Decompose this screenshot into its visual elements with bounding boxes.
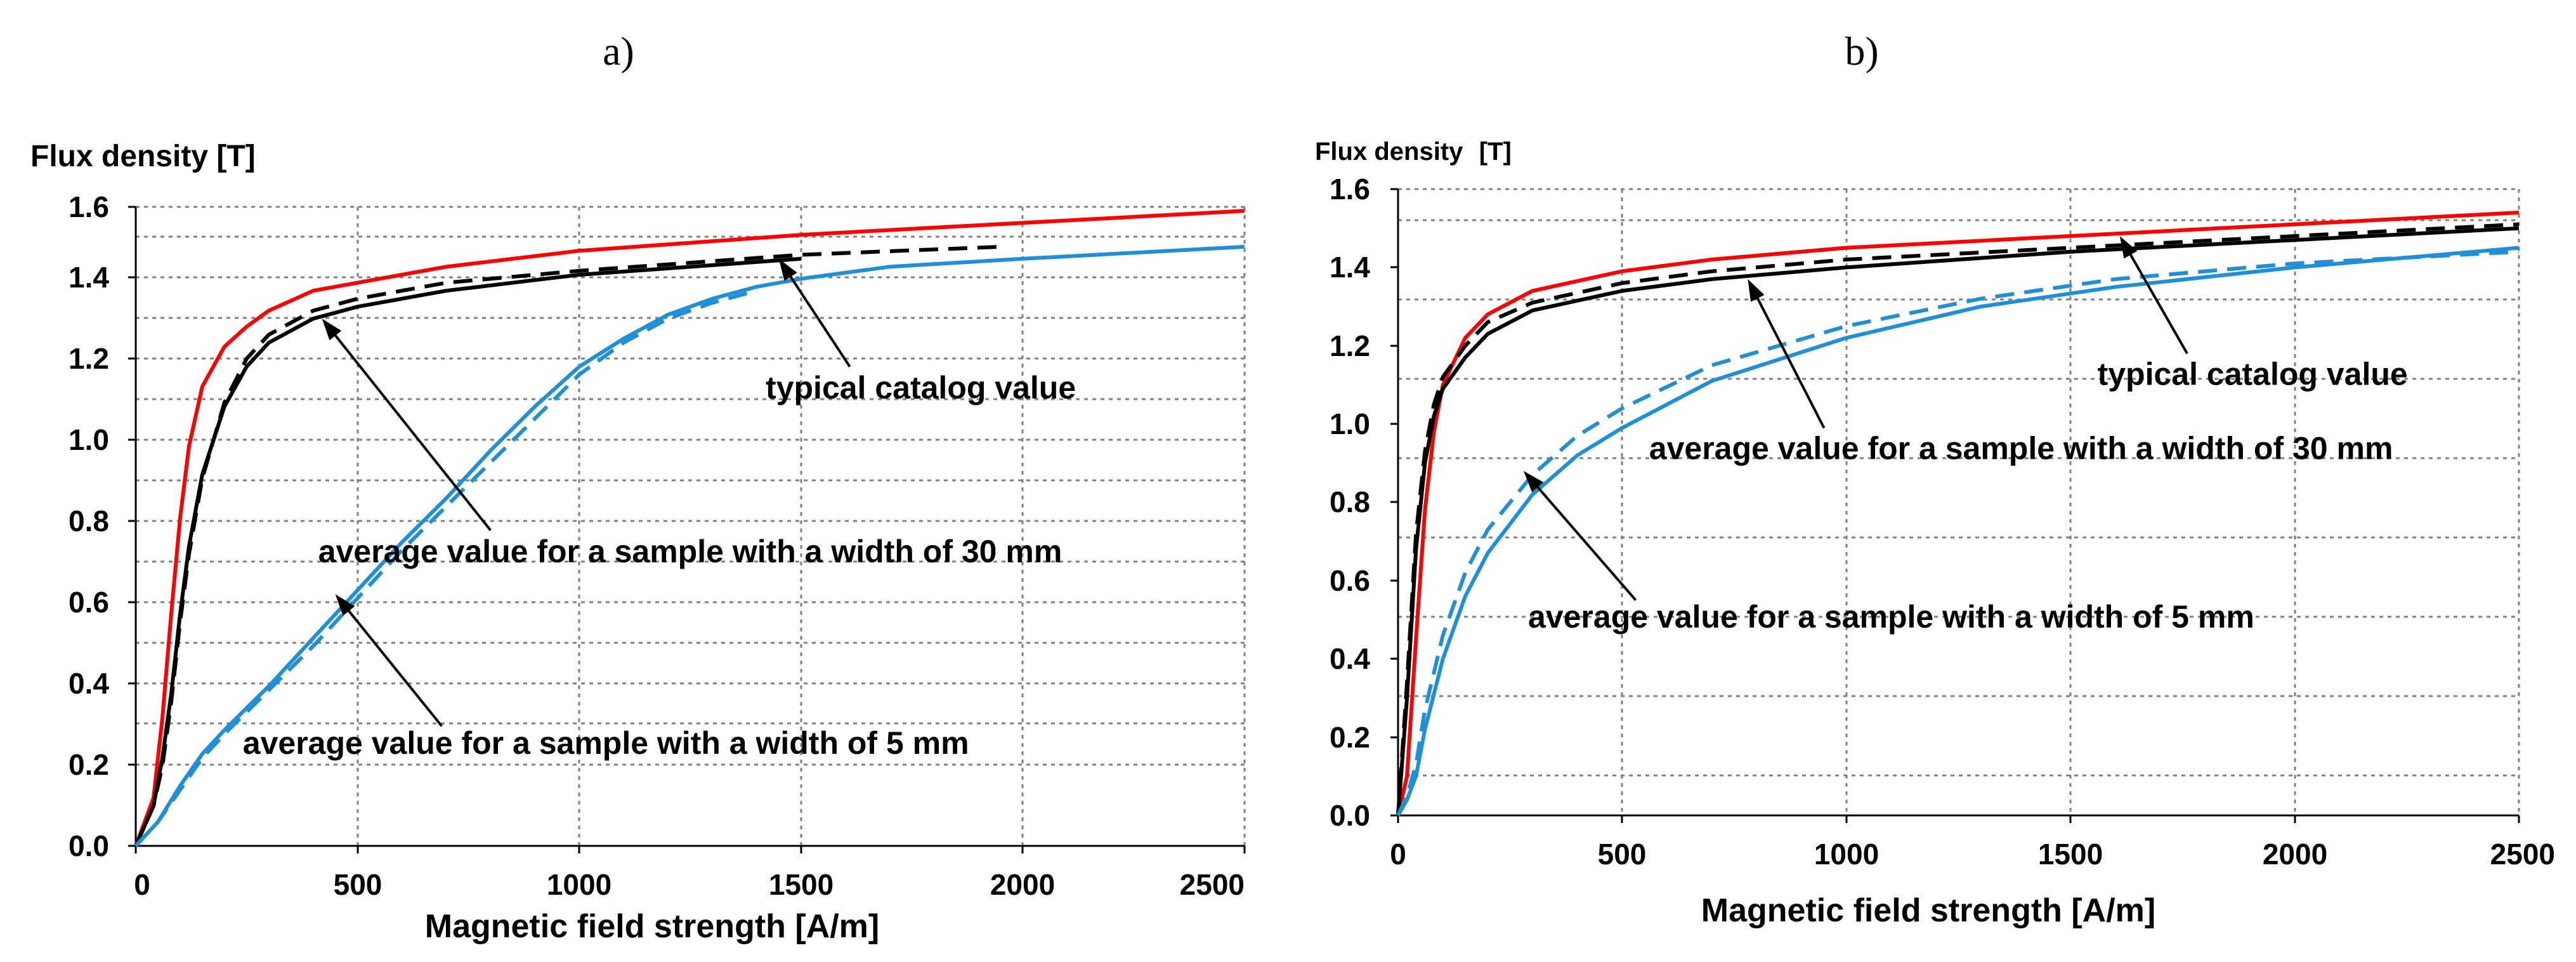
annotation-arrowhead-30mm-b (1748, 279, 1765, 302)
x-tick-label-b: 500 (1598, 838, 1647, 871)
series-line-5mm-dashed-b (1396, 249, 2520, 817)
annotation-5mm-b: average value for a sample with a width … (1528, 599, 2254, 635)
annotation-arrowhead-5mm-b (1523, 471, 1544, 492)
x-tick-label-a: 2000 (990, 868, 1055, 901)
x-tick-label-a: 500 (334, 868, 382, 901)
annotation-arrow-5mm-b (1530, 478, 1637, 602)
annotation-arrow-30mm-b (1751, 288, 1826, 429)
y-tick-label-b: 0.2 (1330, 721, 1370, 754)
y-tick-label-b: 0.8 (1330, 485, 1370, 518)
y-tick-label-b: 0.0 (1330, 799, 1370, 832)
y-tick-label-a: 0.2 (69, 748, 109, 781)
annotation-30mm-a: average value for a sample with a width … (318, 534, 1062, 569)
x-axis-label-b: Magnetic field strength [A/m] (1701, 892, 2155, 929)
y-tick-label-a: 1.4 (69, 261, 109, 294)
x-axis-label-a: Magnetic field strength [A/m] (425, 908, 879, 945)
x-tick-label-a: 1500 (769, 868, 834, 901)
annotation-arrow-catalog-b (2124, 245, 2188, 355)
x-tick-label-b: 1500 (2038, 838, 2103, 871)
y-tick-label-b: 0.6 (1330, 564, 1370, 597)
x-ticks-a: 0 500 1000 1500 2000 2500 (134, 846, 1246, 901)
y-axis-label-b: Flux density [T] (1315, 133, 1512, 167)
y-tick-label-a: 0.8 (69, 504, 109, 537)
x-ticks-b: 0 500 1000 1500 2000 2500 (1390, 815, 2555, 871)
annotation-arrowhead-30mm-a (322, 319, 342, 341)
series-line-5mm-a (134, 244, 1245, 848)
x-tick-label-a: 1000 (547, 868, 611, 901)
series-group-a (134, 209, 1245, 848)
panel-label-a: a) (603, 29, 634, 74)
y-tick-label-a: 1.2 (69, 342, 109, 375)
y-tick-label-a: 1.0 (69, 423, 109, 456)
x-tick-label-b: 2500 (2490, 838, 2555, 871)
series-group-b (1396, 211, 2520, 817)
y-axis-label-main-b: Flux density (1315, 138, 1463, 166)
x-tick-label-b: 0 (1390, 838, 1406, 871)
panel-label-b: b) (1845, 29, 1878, 74)
grid-b (1398, 188, 2520, 815)
series-line-30mm-dashed-a (134, 244, 1001, 847)
series-line-catalog-a (134, 209, 1245, 847)
y-tick-label-a: 1.6 (69, 190, 109, 223)
y-ticks-a: 0.0 0.2 0.4 0.6 0.8 1.0 1.2 1.4 1.6 (69, 190, 136, 862)
y-axis-label-unit-b: [T] (1479, 138, 1512, 166)
annotations-b: typical catalog value average value for … (1523, 236, 2408, 635)
y-tick-label-b: 0.4 (1330, 642, 1370, 675)
y-tick-label-b: 1.6 (1330, 173, 1370, 206)
annotations-a: typical catalog value average value for … (243, 258, 1076, 761)
annotation-arrow-5mm-a (341, 602, 443, 727)
annotation-arrowhead-catalog-b (2119, 236, 2138, 259)
annotation-5mm-a: average value for a sample with a width … (243, 725, 969, 761)
x-tick-label-b: 2000 (2263, 838, 2327, 871)
x-tick-label-b: 1000 (1814, 838, 1879, 871)
series-line-5mm-dashed-a (134, 289, 757, 848)
annotation-arrow-30mm-a (328, 327, 492, 532)
annotation-30mm-b: average value for a sample with a width … (1649, 431, 2393, 466)
series-line-catalog-b (1396, 211, 2520, 816)
chart-a: a) Flux density [T] (30, 29, 1246, 945)
y-tick-label-b: 1.0 (1330, 407, 1370, 440)
annotation-catalog-b: typical catalog value (2098, 356, 2408, 392)
y-tick-label-a: 0.6 (69, 586, 109, 619)
y-tick-label-b: 1.4 (1330, 251, 1370, 284)
y-ticks-b: 0.0 0.2 0.4 0.6 0.8 1.0 1.2 1.4 1.6 (1330, 173, 1398, 832)
x-tick-label-a: 0 (134, 868, 150, 901)
annotation-arrowhead-catalog-a (778, 258, 797, 281)
series-line-5mm-b (1396, 246, 2520, 817)
y-axis-label-a: Flux density [T] (30, 140, 256, 173)
y-tick-label-a: 0.4 (69, 667, 109, 700)
annotation-arrow-catalog-a (784, 267, 851, 367)
y-tick-label-b: 1.2 (1330, 329, 1370, 362)
x-tick-label-a: 2500 (1180, 868, 1245, 901)
series-line-30mm-dashed-b (1396, 222, 2520, 816)
y-tick-label-a: 0.0 (69, 829, 109, 862)
annotation-catalog-a: typical catalog value (766, 370, 1076, 405)
annotation-arrowhead-5mm-a (335, 594, 355, 616)
chart-b: b) Flux density [T] (1315, 29, 2555, 929)
